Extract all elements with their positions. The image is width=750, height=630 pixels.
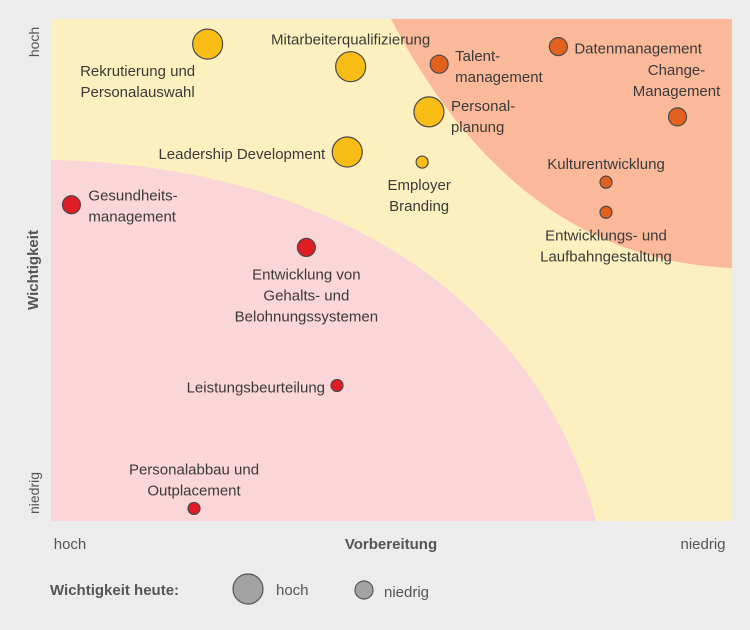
label-line: planung: [451, 119, 504, 136]
label-line: Personalabbau und: [129, 461, 259, 478]
label-line: Employer: [387, 177, 450, 194]
legend-title: Wichtigkeit heute:: [50, 582, 179, 599]
label-line: management: [455, 69, 543, 86]
label-datenmanagement: Datenmanagement: [574, 41, 702, 58]
point-kulturentwicklung: [599, 175, 613, 189]
point-leadership-development: [331, 136, 363, 168]
point-leistungsbeurteilung: [330, 378, 344, 393]
label-line: Outplacement: [147, 482, 241, 499]
label-rekrutierung: Rekrutierung und Personalauswahl: [80, 63, 195, 101]
label-line: Mitarbeiterqualifizierung: [271, 32, 430, 49]
label-line: Leadership Development: [158, 146, 326, 163]
y-tick-bottom: niedrig: [26, 472, 42, 514]
label-line: Change-: [648, 62, 706, 79]
label-gehaltssysteme: Entwicklung von Gehalts- und Belohnungssys…: [235, 266, 378, 325]
label-line: Leistungsbeurteilung: [187, 379, 325, 396]
point-rekrutierung: [192, 28, 224, 60]
point-personalplanung: [413, 96, 445, 128]
point-laufbahngestaltung: [599, 205, 613, 219]
point-change-management: [667, 107, 688, 127]
point-mitarbeiterqualifizierung: [335, 51, 367, 83]
label-line: Laufbahngestaltung: [540, 248, 672, 265]
label-personalplanung: Personal-planung: [451, 98, 515, 136]
zone-high: [391, 19, 732, 268]
label-line: Personal-: [451, 98, 515, 115]
point-talentmanagement: [429, 54, 449, 74]
y-tick-top: hoch: [26, 27, 42, 57]
label-line: Entwicklungs- und: [545, 227, 667, 244]
point-datenmanagement: [548, 37, 568, 57]
label-change-management: Change- Management: [633, 62, 721, 100]
label-line: Gesundheits-: [88, 188, 177, 205]
label-line: Talent-: [455, 48, 500, 65]
label-gesundheitsmanagement: Gesundheits-management: [88, 188, 177, 226]
legend-high-marker: [232, 573, 264, 605]
point-personalabbau: [187, 501, 201, 516]
label-line: Belohnungssystemen: [235, 308, 378, 325]
label-mitarbeiterqualifizierung: Mitarbeiterqualifizierung: [271, 32, 430, 49]
label-personalabbau: Personalabbau und Outplacement: [129, 461, 259, 499]
zone-low: [51, 160, 596, 521]
label-line: Datenmanagement: [574, 41, 702, 58]
label-talentmanagement: Talent-management: [455, 48, 543, 86]
legend-low-marker: [354, 580, 374, 600]
label-line: Personalauswahl: [81, 84, 195, 101]
label-line: Kulturentwicklung: [547, 156, 665, 173]
label-kulturentwicklung: Kulturentwicklung: [547, 156, 665, 173]
x-tick-left: hoch: [54, 536, 87, 553]
label-line: Entwicklung von: [252, 266, 360, 283]
label-line: management: [88, 209, 176, 226]
label-line: Gehalts- und: [263, 287, 349, 304]
label-line: Branding: [389, 198, 449, 215]
legend-low-label: niedrig: [384, 584, 429, 601]
x-axis-label: Vorbereitung: [345, 536, 437, 553]
legend-high-label: hoch: [276, 582, 309, 599]
label-leadership-development: Leadership Development: [158, 146, 326, 163]
x-tick-right: niedrig: [680, 536, 725, 553]
label-laufbahngestaltung: Entwicklungs- und Laufbahngestaltung: [540, 227, 672, 265]
label-line: Management: [633, 83, 721, 100]
label-employer-branding: Employer Branding: [387, 177, 450, 215]
point-gesundheitsmanagement: [61, 195, 82, 215]
y-axis-label: Wichtigkeit: [25, 230, 42, 310]
point-employer-branding: [415, 155, 429, 169]
label-line: Rekrutierung und: [80, 63, 195, 80]
label-leistungsbeurteilung: Leistungsbeurteilung: [187, 379, 325, 396]
point-gehaltssysteme: [296, 237, 316, 258]
